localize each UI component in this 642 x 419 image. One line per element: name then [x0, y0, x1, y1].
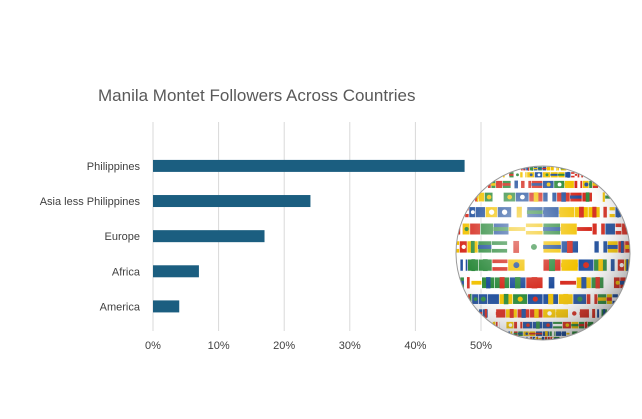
category-labels: Philippines Asia less Philippines Europe Af… — [40, 161, 141, 314]
category-label: Africa — [112, 266, 141, 278]
bar-america — [153, 300, 180, 313]
bar-europe — [153, 230, 265, 243]
globe-of-flags-image — [455, 165, 631, 341]
category-label: Europe — [105, 231, 140, 243]
x-tick-label: 30% — [339, 340, 361, 352]
chart-title: Manila Montet Followers Across Countries — [98, 86, 415, 105]
bars — [153, 159, 465, 313]
category-label: America — [100, 301, 141, 313]
x-tick-label: 20% — [273, 340, 295, 352]
x-tick-label: 10% — [208, 340, 230, 352]
x-tick-label: 0% — [145, 340, 161, 352]
x-tick-labels: 0% 10% 20% 30% 40% 50% — [145, 340, 492, 352]
x-tick-label: 40% — [404, 340, 426, 352]
bar-asia-less-philippines — [153, 195, 311, 208]
category-label: Asia less Philippines — [40, 196, 141, 208]
gridlines — [152, 122, 482, 331]
bar-africa — [153, 265, 199, 278]
bar-philippines — [153, 159, 465, 172]
category-label: Philippines — [87, 161, 141, 173]
x-tick-label: 50% — [470, 340, 492, 352]
